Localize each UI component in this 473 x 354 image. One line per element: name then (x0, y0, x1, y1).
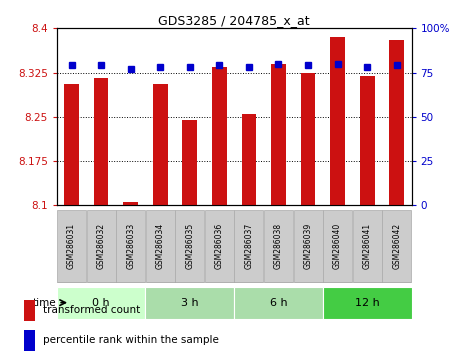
Text: GSM286037: GSM286037 (245, 223, 254, 269)
Text: 0 h: 0 h (92, 298, 110, 308)
Bar (57, 287, 146, 319)
Bar (382, 210, 411, 282)
Text: 6 h: 6 h (270, 298, 287, 308)
Bar (242, 114, 256, 205)
Bar (294, 210, 323, 282)
Text: time: time (33, 298, 57, 308)
Text: GSM286031: GSM286031 (67, 223, 76, 269)
Text: GSM286038: GSM286038 (274, 223, 283, 269)
Text: 12 h: 12 h (355, 298, 379, 308)
Text: GSM286039: GSM286039 (304, 223, 313, 269)
Text: GSM286033: GSM286033 (126, 223, 135, 269)
Bar (271, 64, 286, 205)
Text: GSM286036: GSM286036 (215, 223, 224, 269)
Bar (205, 210, 234, 282)
Title: GDS3285 / 204785_x_at: GDS3285 / 204785_x_at (158, 14, 310, 27)
Bar (323, 287, 412, 319)
Bar (330, 37, 345, 205)
Bar (175, 210, 204, 282)
Bar (64, 84, 79, 205)
Text: transformed count: transformed count (43, 305, 140, 315)
Bar (153, 84, 167, 205)
Text: 3 h: 3 h (181, 298, 199, 308)
Bar (183, 120, 197, 205)
Text: GSM286034: GSM286034 (156, 223, 165, 269)
Bar (94, 79, 108, 205)
Bar (146, 287, 234, 319)
Bar (57, 210, 86, 282)
Bar (146, 210, 175, 282)
Bar (323, 210, 352, 282)
Text: GSM286042: GSM286042 (392, 223, 401, 269)
Bar (116, 210, 145, 282)
Bar (389, 40, 404, 205)
Bar (24, 300, 35, 321)
Bar (123, 202, 138, 205)
Text: GSM286035: GSM286035 (185, 223, 194, 269)
Bar (234, 287, 323, 319)
Bar (264, 210, 293, 282)
Text: GSM286032: GSM286032 (96, 223, 105, 269)
Text: percentile rank within the sample: percentile rank within the sample (43, 335, 219, 345)
Bar (360, 75, 375, 205)
Text: GSM286040: GSM286040 (333, 223, 342, 269)
Bar (212, 67, 227, 205)
Bar (301, 73, 315, 205)
Bar (235, 210, 263, 282)
Bar (353, 210, 382, 282)
Bar (87, 210, 115, 282)
Text: GSM286041: GSM286041 (363, 223, 372, 269)
Bar (24, 330, 35, 351)
